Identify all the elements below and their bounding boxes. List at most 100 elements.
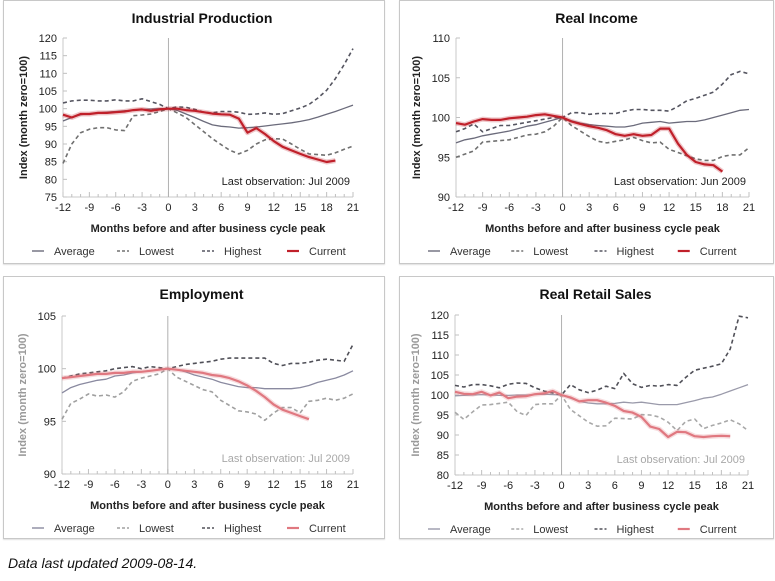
- real-income-chart: Real Income 90 95 100 105 110 -12 -9 -6 -3 0 3 6 9 12 1…: [411, 10, 755, 258]
- y-tick-label: 80: [437, 470, 449, 482]
- y-tick-label: 80: [45, 174, 57, 186]
- series-line-average: [62, 104, 354, 129]
- legend-item-current: Current: [677, 246, 737, 258]
- legend-item-lowest: Lowest: [511, 246, 568, 258]
- x-tick-label: 6: [218, 479, 224, 491]
- series-glow-current: [62, 106, 336, 165]
- series-line-highest: [61, 344, 354, 379]
- legend-item-current: Current: [287, 523, 346, 535]
- legend-item-lowest: Lowest: [511, 524, 568, 536]
- legend-label: Lowest: [533, 524, 568, 536]
- legend-label: Highest: [224, 246, 261, 258]
- x-tick-label: -3: [530, 480, 540, 492]
- chart-panel-industrial-production: Industrial Production 75 80 85 90 95 100 105 110…: [3, 0, 385, 264]
- x-tick-label: 21: [347, 202, 359, 214]
- series-line-highest: [454, 315, 749, 396]
- x-tick-label: 9: [639, 202, 645, 214]
- legend-item-highest: Highest: [594, 246, 654, 258]
- series-line-lowest: [61, 367, 354, 422]
- legend-label: Current: [700, 246, 737, 258]
- x-tick-label: 9: [244, 202, 250, 214]
- x-axis-label: Months before and after business cycle p…: [485, 223, 721, 235]
- x-tick-label: 3: [192, 202, 198, 214]
- chart-panel-real-retail-sales: Real Retail Sales 80 85 90 95 100 105 110 115 120…: [399, 276, 774, 539]
- y-tick-label: 85: [45, 157, 57, 169]
- last-observation-note: Last observation: Jul 2009: [617, 454, 745, 466]
- chart-title: Industrial Production: [132, 10, 273, 26]
- legend-item-highest: Highest: [202, 246, 261, 258]
- x-tick-label: -9: [477, 480, 487, 492]
- y-tick-label: 90: [438, 192, 450, 204]
- y-tick-label: 85: [437, 450, 449, 462]
- series-line-current: [61, 367, 310, 421]
- chart-title: Real Income: [555, 10, 638, 26]
- series-line-current: [455, 113, 724, 173]
- legend-item-current: Current: [677, 524, 737, 536]
- series-line-highest: [62, 48, 354, 116]
- y-tick-label: 95: [44, 416, 56, 428]
- last-observation-note: Last observation: Jul 2009: [222, 453, 350, 465]
- legend-item-current: Current: [287, 246, 346, 258]
- y-tick-label: 120: [39, 33, 57, 45]
- employment-chart: Employment 90 95 100 105 -12 -9 -6 -3 0 3 6 9 12 15 18 2…: [17, 286, 359, 535]
- series-line-average: [61, 368, 354, 394]
- chart-panel-real-income: Real Income 90 95 100 105 110 -12 -9 -6 -3 0 3 6 9 12 1…: [399, 0, 774, 264]
- y-axis-label: Index (month zero=100): [18, 56, 30, 180]
- legend-label: Lowest: [139, 523, 174, 535]
- y-tick-label: 90: [44, 469, 56, 481]
- series-line-current: [454, 389, 731, 439]
- x-tick-label: 18: [320, 479, 332, 491]
- x-tick-label: 15: [690, 202, 702, 214]
- legend-label: Average: [450, 246, 491, 258]
- legend-item-average: Average: [32, 246, 95, 258]
- x-axis-label: Months before and after business cycle p…: [484, 501, 720, 513]
- x-tick-label: 21: [347, 479, 359, 491]
- x-tick-label: -9: [478, 202, 488, 214]
- y-tick-label: 100: [431, 390, 449, 402]
- y-tick-label: 90: [45, 139, 57, 151]
- x-tick-label: -6: [503, 480, 513, 492]
- y-tick-label: 110: [432, 33, 450, 45]
- industrial-production-chart: Industrial Production7580859095100105110…: [18, 10, 359, 258]
- x-tick-label: 12: [268, 202, 280, 214]
- legend-item-highest: Highest: [594, 524, 654, 536]
- y-tick-label: 105: [39, 86, 57, 98]
- x-tick-label: -12: [448, 202, 464, 214]
- y-tick-label: 95: [437, 410, 449, 422]
- y-axis-label: Index (month zero=100): [17, 333, 29, 457]
- y-tick-label: 100: [38, 364, 56, 376]
- series-line-lowest: [454, 394, 749, 432]
- legend-item-average: Average: [428, 246, 491, 258]
- x-tick-label: -9: [84, 479, 94, 491]
- y-tick-label: 110: [39, 68, 57, 80]
- legend-label: Current: [700, 524, 737, 536]
- y-tick-label: 115: [431, 330, 449, 342]
- y-tick-label: 100: [39, 104, 57, 116]
- series-line-current: [62, 107, 336, 164]
- legend-item-lowest: Lowest: [117, 523, 174, 535]
- x-tick-label: 12: [662, 480, 674, 492]
- x-tick-label: 21: [742, 480, 754, 492]
- last-observation-note: Last observation: Jun 2009: [614, 176, 746, 188]
- real-retail-sales-chart: Real Retail Sales80859095100105110115120…: [410, 286, 754, 536]
- x-tick-label: 21: [743, 202, 755, 214]
- x-tick-label: 6: [612, 480, 618, 492]
- x-tick-label: -6: [110, 479, 120, 491]
- legend-label: Highest: [224, 523, 261, 535]
- x-tick-label: 3: [585, 480, 591, 492]
- x-axis-label: Months before and after business cycle p…: [90, 500, 326, 512]
- y-tick-label: 75: [45, 192, 57, 204]
- last-observation-note: Last observation: Jul 2009: [222, 176, 350, 188]
- legend-label: Average: [54, 523, 95, 535]
- x-tick-label: 3: [191, 479, 197, 491]
- series-line-highest: [455, 70, 750, 133]
- series-line-lowest: [455, 116, 750, 162]
- x-tick-label: 0: [559, 202, 565, 214]
- x-tick-label: -3: [531, 202, 541, 214]
- x-tick-label: -12: [54, 479, 70, 491]
- x-tick-label: 9: [638, 480, 644, 492]
- chart-title: Real Retail Sales: [539, 286, 651, 302]
- series-glow-current: [454, 388, 731, 440]
- y-tick-label: 95: [438, 152, 450, 164]
- data-updated-note: Data last updated 2009-08-14.: [8, 555, 198, 571]
